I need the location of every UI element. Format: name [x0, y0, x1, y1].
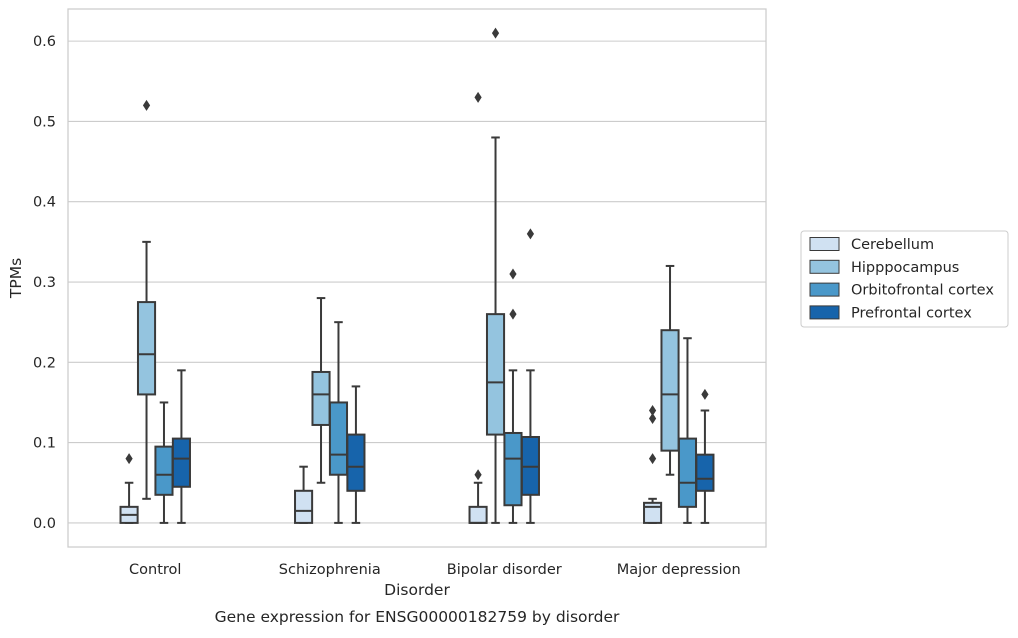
box-hipppocampus	[311, 297, 331, 484]
box-body	[346, 433, 366, 492]
box-orbitofrontal-cortex	[503, 268, 523, 524]
plot-frame	[67, 8, 767, 548]
y-tick-label: 0.2	[33, 355, 56, 371]
box-body	[171, 437, 191, 488]
box-hipppocampus	[660, 264, 680, 476]
y-tick-label: 0.6	[33, 34, 56, 50]
box-body	[660, 329, 680, 452]
box-body	[468, 505, 488, 524]
box-prefrontal-cortex	[695, 388, 715, 524]
x-tick-label: Schizophrenia	[279, 562, 381, 578]
box-hipppocampus	[136, 99, 157, 500]
y-tick-label: 0.5	[33, 114, 56, 130]
y-tick-label: 0.1	[33, 436, 56, 452]
box-body	[328, 401, 349, 476]
legend: Cerebellum Hipppocampus Orbitofrontal cort…	[800, 230, 1009, 328]
x-tick-label: Major depression	[617, 562, 741, 578]
outlier-point	[648, 453, 657, 465]
legend-frame	[800, 230, 1009, 328]
box-body	[677, 437, 698, 508]
outlier-point	[526, 228, 535, 240]
y-tick-label: 0.3	[33, 275, 56, 291]
box-cerebellum	[294, 465, 314, 524]
legend-swatch	[809, 237, 840, 251]
outlier-point	[491, 27, 500, 39]
chart-caption: Gene expression for ENSG00000182759 by d…	[215, 608, 620, 626]
box-hipppocampus	[485, 27, 506, 524]
box-body	[695, 453, 715, 492]
outlier-point	[125, 453, 133, 465]
outlier-point	[509, 308, 517, 320]
y-tick-label: 0.4	[33, 195, 56, 211]
y-tick-label: 0.0	[33, 516, 56, 532]
box-body	[154, 445, 174, 496]
outlier-point	[474, 469, 482, 481]
box-cerebellum	[468, 91, 488, 524]
boxes	[119, 27, 715, 524]
box-cerebellum	[119, 453, 139, 524]
x-axis-label: Disorder	[384, 581, 450, 599]
box-prefrontal-cortex	[171, 369, 191, 524]
legend-label: Cerebellum	[851, 237, 934, 253]
box-body	[294, 489, 314, 524]
outlier-point	[648, 404, 657, 416]
outlier-point	[142, 99, 151, 111]
legend-swatch	[809, 282, 840, 297]
legend-label: Prefrontal cortex	[851, 305, 972, 321]
legend-label: Hipppocampus	[851, 260, 959, 276]
outlier-point	[701, 388, 709, 400]
box-body	[136, 301, 157, 396]
legend-swatch	[809, 259, 840, 274]
outlier-point	[648, 413, 657, 425]
axes: 0.0 0.1 0.2 0.3 0.4 0.5 0.6 Control Schizophreni…	[33, 34, 741, 578]
y-axis-label: TPMs	[7, 258, 25, 299]
outlier-point	[474, 91, 482, 103]
box-body	[643, 501, 663, 524]
x-tick-label: Control	[129, 562, 181, 578]
x-tick-label: Bipolar disorder	[447, 562, 562, 578]
box-cerebellum	[643, 404, 663, 524]
legend-swatch	[809, 305, 840, 320]
legend-label: Orbitofrontal cortex	[851, 283, 994, 299]
box-body	[503, 431, 523, 507]
box-body	[485, 313, 506, 436]
box-prefrontal-cortex	[346, 385, 366, 524]
box-body	[311, 370, 331, 426]
outlier-point	[509, 268, 517, 280]
box-prefrontal-cortex	[520, 228, 540, 524]
